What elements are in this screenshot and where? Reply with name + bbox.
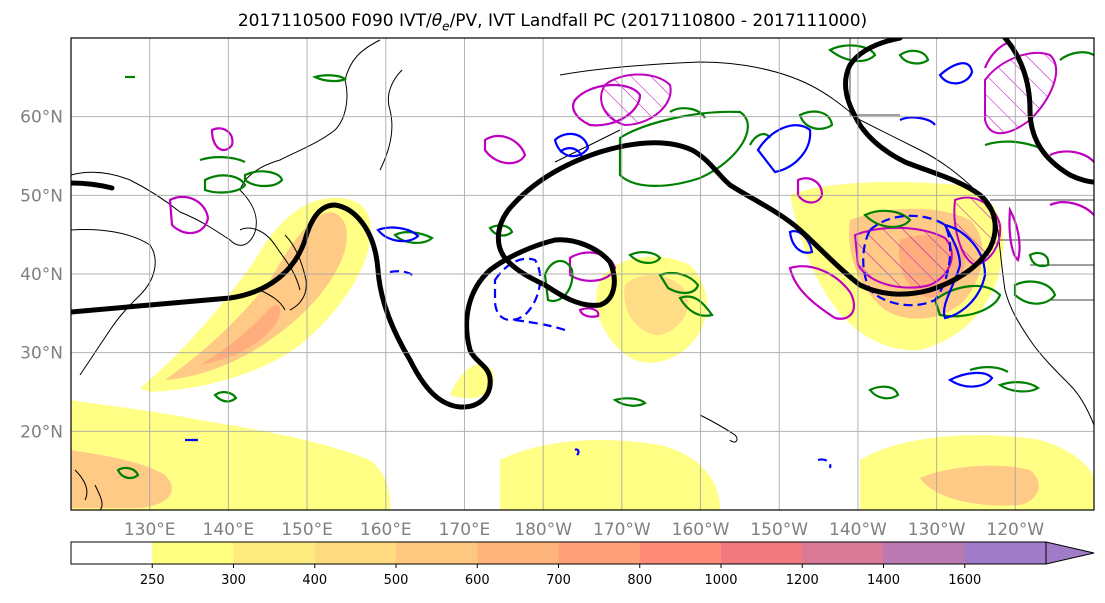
colorbar-bin xyxy=(314,542,397,564)
lat-tick-label: 40°N xyxy=(20,265,63,285)
colorbar-bin xyxy=(558,542,641,564)
title-main: 2017110500 F090 IVT/ xyxy=(237,11,432,31)
colorbar-bin xyxy=(396,542,478,564)
colorbar-tick-label: 400 xyxy=(302,573,327,588)
colorbar-bin xyxy=(477,542,559,564)
green-contours xyxy=(116,44,1094,480)
colorbar-bin xyxy=(721,542,803,564)
pc-contour xyxy=(71,38,1094,410)
colorbar-extend-arrow xyxy=(1045,541,1095,565)
lon-tick-label: 160°W xyxy=(672,520,730,540)
map-area xyxy=(71,38,1094,510)
colorbar-tick-label: 700 xyxy=(546,573,571,588)
chart-title: 2017110500 F090 IVT/θe/PV, IVT Landfall … xyxy=(0,0,1105,33)
coast-philippines xyxy=(74,469,103,510)
colorbar-bin xyxy=(233,542,316,564)
lon-tick-label: 160°E xyxy=(360,520,412,540)
title-theta: θ xyxy=(431,11,443,31)
colorbar-bin xyxy=(802,542,884,564)
lon-tick-label: 130°W xyxy=(908,520,966,540)
colorbar-tick-label: 250 xyxy=(140,573,165,588)
colorbar-tick-label: 500 xyxy=(384,573,409,588)
hatched-region-gulf xyxy=(600,73,672,127)
ivt-region-south-west-core xyxy=(71,450,172,508)
coast-kamchatka xyxy=(379,69,403,171)
lon-tick-label: 130°E xyxy=(124,520,176,540)
colorbar-tick-label: 800 xyxy=(627,573,652,588)
lon-tick-label: 140°W xyxy=(829,520,887,540)
lat-tick-labels: 20°N 30°N 40°N 50°N 60°N xyxy=(20,108,63,443)
colorbar-tick-label: 1600 xyxy=(948,573,981,588)
pc-contour-main xyxy=(71,38,998,410)
lon-tick-label: 140°E xyxy=(203,520,255,540)
coast-japan xyxy=(259,234,307,311)
lon-tick-label: 150°E xyxy=(281,520,333,540)
colorbar-bin xyxy=(639,542,722,564)
gridlines xyxy=(71,38,1094,510)
map-frame xyxy=(70,37,1095,511)
colorbar-bin xyxy=(71,542,153,564)
colorbar-tick-label: 600 xyxy=(465,573,490,588)
pc-contour-west xyxy=(71,180,115,191)
colorbar: 250 300 400 500 600 700 800 1000 1200 1400 1600 xyxy=(70,541,1095,588)
blue-contours xyxy=(185,62,994,456)
country-borders xyxy=(849,38,1094,301)
lat-tick-label: 20°N xyxy=(20,422,63,442)
colorbar-bin xyxy=(964,542,1047,564)
magenta-contours xyxy=(168,40,1094,320)
lon-tick-label: 170°W xyxy=(593,520,651,540)
lat-tick-label: 30°N xyxy=(20,344,63,364)
lat-tick-label: 60°N xyxy=(20,108,63,128)
lon-tick-labels: 130°E 140°E 150°E 160°E 170°E 180°W 170°W 160°W… xyxy=(124,520,1045,540)
lon-tick-label: 150°W xyxy=(750,520,808,540)
hatched-region-east xyxy=(853,226,953,289)
lon-tick-label: 120°W xyxy=(986,520,1044,540)
ivt-region-west-ar-max xyxy=(200,305,281,365)
lon-tick-label: 180°W xyxy=(514,520,572,540)
pc-contour-ne xyxy=(1002,38,1094,185)
colorbar-bin xyxy=(883,542,966,564)
colorbar-tick-label: 1400 xyxy=(867,573,900,588)
colorbar-tick-label: 1000 xyxy=(704,573,737,588)
pv-hatched-regions xyxy=(600,52,1058,289)
title-subscript: e xyxy=(442,19,450,34)
ivt-region-south-east-core xyxy=(920,465,1039,506)
ivt-region-south-mid xyxy=(500,440,720,510)
colorbar-bin xyxy=(152,542,234,564)
title-rest: /PV, IVT Landfall PC (2017110800 - 20171… xyxy=(449,11,868,31)
colorbar-tick-label: 300 xyxy=(221,573,246,588)
lat-tick-label: 50°N xyxy=(20,186,63,206)
colorbar-tick-label: 1200 xyxy=(786,573,819,588)
coast-na-west xyxy=(997,229,1094,426)
ivt-region-170e xyxy=(450,364,494,399)
coast-hawaii xyxy=(699,414,738,443)
lon-tick-label: 170°E xyxy=(439,520,491,540)
